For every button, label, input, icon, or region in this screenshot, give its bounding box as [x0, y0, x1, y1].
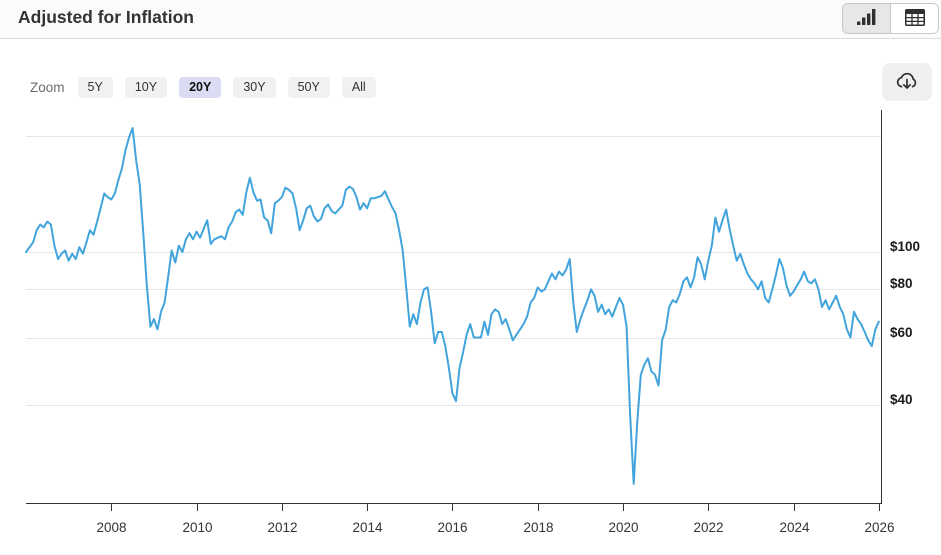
- svg-text:$60: $60: [890, 325, 913, 340]
- svg-text:2024: 2024: [779, 520, 810, 535]
- svg-text:2012: 2012: [267, 520, 297, 535]
- axes: [26, 110, 882, 511]
- view-toggle-group: [842, 3, 939, 34]
- cloud-download-icon: [894, 69, 920, 96]
- svg-text:$80: $80: [890, 276, 913, 291]
- zoom-range-all[interactable]: All: [341, 76, 376, 98]
- gridlines: [26, 136, 881, 406]
- svg-text:$40: $40: [890, 392, 913, 407]
- x-axis-labels: 2008 2010 2012 2014 2016 2018 2020 2022 2024 2026: [96, 520, 894, 535]
- svg-text:2018: 2018: [523, 520, 553, 535]
- zoom-range-10y[interactable]: 10Y: [124, 76, 168, 98]
- svg-text:2008: 2008: [96, 520, 126, 535]
- svg-text:2016: 2016: [437, 520, 467, 535]
- download-button[interactable]: [882, 63, 932, 101]
- zoom-range-50y[interactable]: 50Y: [287, 76, 330, 98]
- svg-text:2014: 2014: [352, 520, 383, 535]
- svg-text:2022: 2022: [693, 520, 723, 535]
- svg-text:2010: 2010: [182, 520, 212, 535]
- chart-view-button[interactable]: [843, 4, 891, 33]
- table-icon: [904, 8, 925, 29]
- zoom-toolbar: Zoom 5Y 10Y 20Y 30Y 50Y All: [30, 76, 388, 98]
- zoom-range-20y[interactable]: 20Y: [179, 76, 222, 98]
- price-line: [25, 127, 880, 485]
- y-axis-labels: $100 $80 $60 $40: [890, 239, 920, 407]
- page-title: Adjusted for Inflation: [18, 7, 194, 27]
- svg-text:$100: $100: [890, 239, 920, 254]
- table-view-button[interactable]: [891, 4, 938, 33]
- svg-text:2026: 2026: [864, 520, 894, 535]
- header: Adjusted for Inflation: [0, 0, 941, 39]
- bar-chart-icon: [856, 8, 878, 29]
- zoom-range-5y[interactable]: 5Y: [77, 76, 113, 98]
- zoom-label: Zoom: [30, 79, 65, 95]
- zoom-range-30y[interactable]: 30Y: [233, 76, 276, 98]
- svg-text:2020: 2020: [608, 520, 638, 535]
